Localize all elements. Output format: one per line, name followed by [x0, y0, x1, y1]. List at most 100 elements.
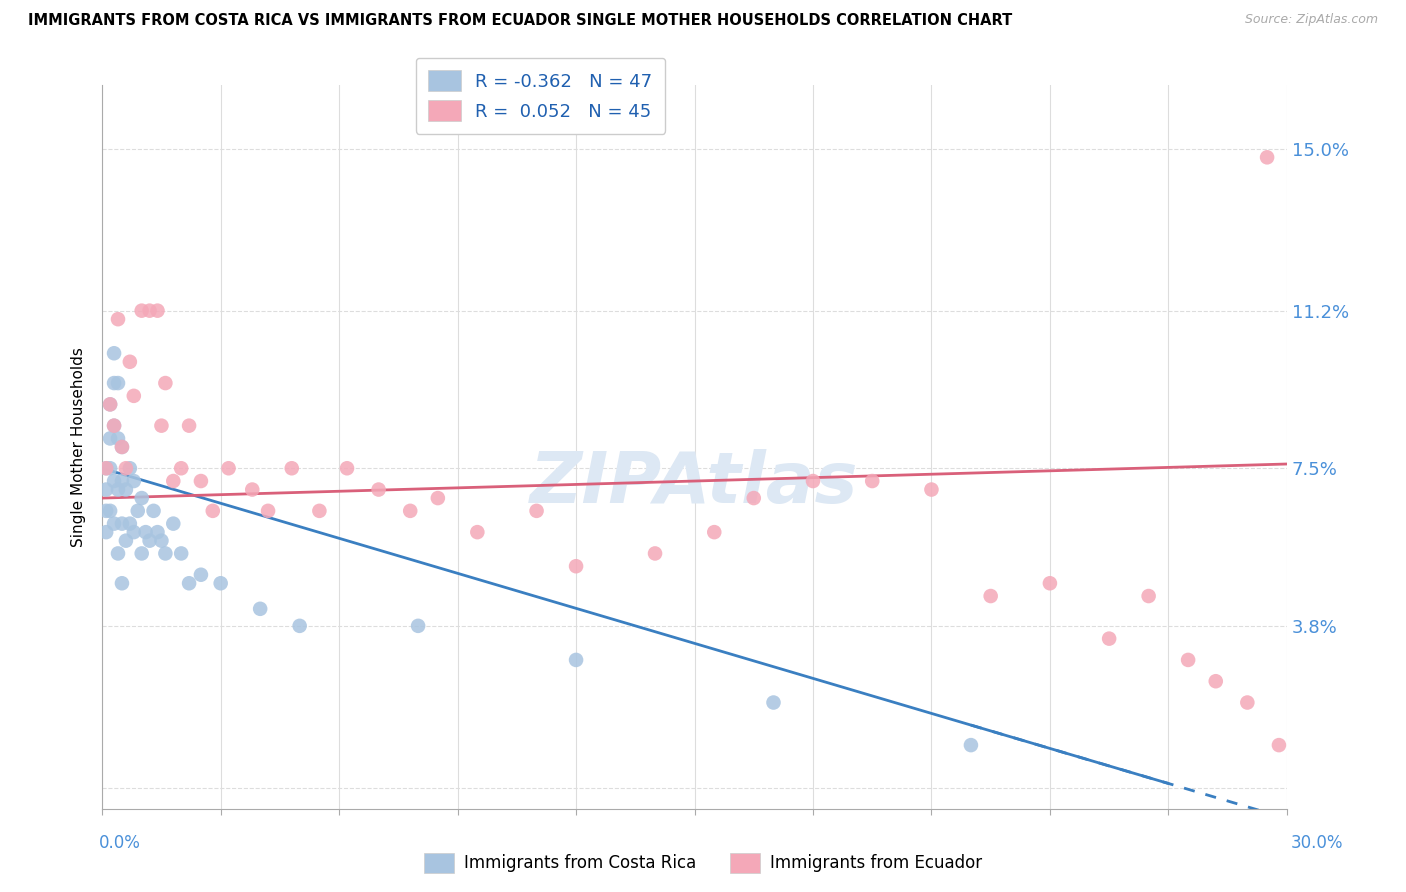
Point: [111, 474, 134, 488]
Text: 0.0%: 0.0%: [98, 834, 141, 852]
Point: [111, 576, 134, 591]
Point: [111, 440, 134, 454]
Point: [426, 491, 449, 505]
Point: [960, 738, 983, 752]
Point: [103, 346, 125, 360]
Point: [1137, 589, 1160, 603]
Point: [135, 525, 157, 540]
Point: [980, 589, 1002, 603]
Y-axis label: Single Mother Households: Single Mother Households: [72, 347, 86, 547]
Point: [111, 516, 134, 531]
Point: [565, 653, 588, 667]
Point: [131, 546, 153, 560]
Text: ZIPAtlas: ZIPAtlas: [530, 449, 859, 517]
Point: [103, 474, 125, 488]
Point: [190, 474, 212, 488]
Point: [98, 461, 121, 475]
Point: [107, 432, 129, 446]
Point: [190, 567, 212, 582]
Text: IMMIGRANTS FROM COSTA RICA VS IMMIGRANTS FROM ECUADOR SINGLE MOTHER HOUSEHOLDS C: IMMIGRANTS FROM COSTA RICA VS IMMIGRANTS…: [28, 13, 1012, 29]
Point: [103, 418, 125, 433]
Point: [526, 504, 548, 518]
Point: [860, 474, 883, 488]
Point: [240, 483, 263, 497]
Point: [399, 504, 422, 518]
Point: [155, 376, 177, 390]
Point: [762, 696, 785, 710]
Point: [1236, 696, 1258, 710]
Point: [281, 461, 304, 475]
Point: [98, 432, 121, 446]
Point: [122, 474, 145, 488]
Point: [467, 525, 489, 540]
Point: [111, 440, 134, 454]
Point: [177, 418, 200, 433]
Point: [742, 491, 765, 505]
Point: [308, 504, 330, 518]
Point: [96, 504, 118, 518]
Point: [150, 533, 173, 548]
Legend: Immigrants from Costa Rica, Immigrants from Ecuador: Immigrants from Costa Rica, Immigrants f…: [418, 847, 988, 880]
Point: [1205, 674, 1227, 689]
Point: [107, 312, 129, 326]
Point: [150, 418, 173, 433]
Point: [406, 619, 429, 633]
Point: [96, 483, 118, 497]
Point: [115, 483, 138, 497]
Point: [801, 474, 824, 488]
Point: [1268, 738, 1291, 752]
Point: [170, 461, 193, 475]
Point: [138, 533, 160, 548]
Point: [115, 461, 138, 475]
Point: [107, 376, 129, 390]
Point: [1098, 632, 1121, 646]
Point: [98, 397, 121, 411]
Point: [336, 461, 359, 475]
Point: [122, 389, 145, 403]
Point: [103, 376, 125, 390]
Point: [103, 516, 125, 531]
Point: [96, 461, 118, 475]
Point: [920, 483, 942, 497]
Point: [288, 619, 311, 633]
Point: [107, 483, 129, 497]
Legend: R = -0.362   N = 47, R =  0.052   N = 45: R = -0.362 N = 47, R = 0.052 N = 45: [416, 58, 665, 134]
Point: [201, 504, 224, 518]
Point: [98, 504, 121, 518]
Point: [98, 397, 121, 411]
Point: [131, 303, 153, 318]
Point: [170, 546, 193, 560]
Point: [644, 546, 666, 560]
Point: [127, 504, 149, 518]
Point: [107, 546, 129, 560]
Point: [1039, 576, 1062, 591]
Point: [96, 461, 118, 475]
Point: [115, 533, 138, 548]
Point: [96, 525, 118, 540]
Text: Source: ZipAtlas.com: Source: ZipAtlas.com: [1244, 13, 1378, 27]
Point: [146, 525, 169, 540]
Point: [177, 576, 200, 591]
Point: [565, 559, 588, 574]
Point: [103, 418, 125, 433]
Point: [162, 474, 184, 488]
Point: [122, 525, 145, 540]
Point: [162, 516, 184, 531]
Point: [155, 546, 177, 560]
Point: [118, 355, 141, 369]
Point: [218, 461, 240, 475]
Point: [257, 504, 280, 518]
Point: [131, 491, 153, 505]
Point: [146, 303, 169, 318]
Point: [118, 461, 141, 475]
Point: [249, 602, 271, 616]
Point: [138, 303, 160, 318]
Point: [1177, 653, 1199, 667]
Point: [142, 504, 165, 518]
Point: [1256, 150, 1278, 164]
Point: [118, 516, 141, 531]
Text: 30.0%: 30.0%: [1291, 834, 1343, 852]
Point: [703, 525, 725, 540]
Point: [209, 576, 232, 591]
Point: [367, 483, 389, 497]
